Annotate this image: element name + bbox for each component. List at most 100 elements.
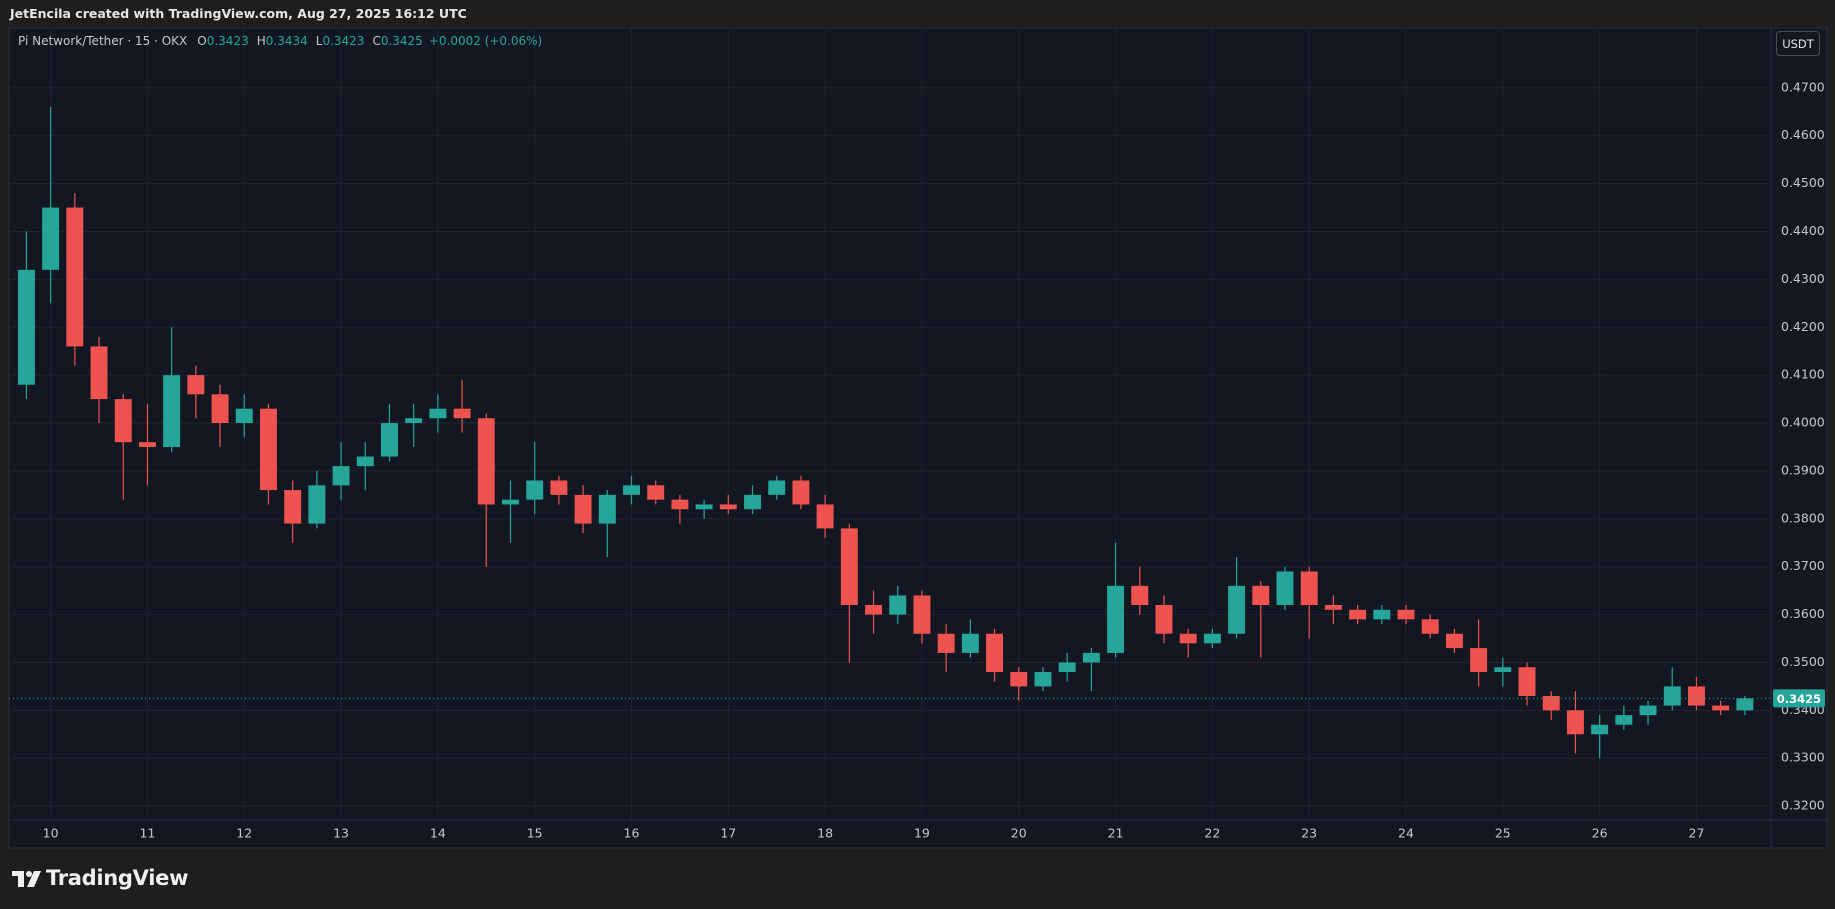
- candle-body: [1712, 705, 1730, 711]
- candle-body: [1591, 724, 1609, 735]
- candle-body: [1131, 585, 1149, 606]
- legend-key: O: [197, 34, 207, 48]
- y-tick-label: 0.4400: [1781, 223, 1825, 238]
- grid: [9, 28, 1771, 820]
- x-tick-label: 25: [1495, 826, 1511, 841]
- y-tick-label: 0.4300: [1781, 271, 1825, 286]
- candle-body: [308, 485, 326, 524]
- y-tick-label: 0.3900: [1781, 462, 1825, 477]
- x-tick-label: 16: [624, 826, 640, 841]
- candle-body: [1300, 571, 1318, 606]
- x-tick-label: 14: [430, 826, 446, 841]
- candle-body: [671, 499, 689, 510]
- legend-key: H: [256, 34, 266, 48]
- candle-body: [1155, 605, 1173, 634]
- candle-body: [284, 490, 302, 524]
- y-tick-label: 0.4700: [1781, 79, 1825, 94]
- legend: Pi Network/Tether · 15 · OKX O0.3423 H0.34…: [18, 34, 548, 48]
- candle-body: [1470, 648, 1488, 673]
- candle-body: [259, 408, 277, 491]
- x-tick-label: 13: [333, 826, 349, 841]
- candle-body: [1058, 662, 1076, 673]
- candle-body: [1494, 667, 1512, 673]
- currency-button[interactable]: USDT: [1776, 31, 1820, 56]
- candle-body: [1349, 609, 1367, 620]
- candle-body: [986, 633, 1004, 673]
- candle-body: [1663, 686, 1681, 706]
- axis-labels: 0.32000.33000.34000.35000.36000.37000.38…: [43, 79, 1825, 841]
- candle-body: [1566, 710, 1584, 735]
- last-price-label: 0.3425: [1777, 692, 1821, 706]
- candle-body: [1179, 633, 1197, 644]
- legend-value: 0.3434: [265, 34, 308, 48]
- x-tick-label: 10: [43, 826, 59, 841]
- candle-body: [453, 408, 471, 419]
- x-tick-label: 26: [1592, 826, 1608, 841]
- legend-value: 0.3423: [322, 34, 365, 48]
- candle-body: [405, 418, 423, 424]
- candle-body: [1203, 633, 1221, 644]
- candle-body: [550, 480, 568, 495]
- legend-key: C: [372, 34, 381, 48]
- candle-body: [1421, 619, 1439, 634]
- legend-value: 0.3423: [206, 34, 249, 48]
- candle-body: [719, 504, 737, 510]
- chart-panel: [8, 27, 1828, 849]
- brand-text: TradingView: [46, 866, 189, 890]
- y-tick-label: 0.4000: [1781, 415, 1825, 430]
- x-tick-label: 21: [1108, 826, 1124, 841]
- candle-body: [768, 480, 786, 495]
- candle-body: [647, 485, 665, 500]
- candle-body: [1276, 571, 1294, 606]
- legend-key: L: [315, 34, 323, 48]
- candle-body: [42, 207, 60, 270]
- candle-body: [1373, 609, 1391, 620]
- candle-body: [1639, 705, 1657, 716]
- x-tick-label: 22: [1204, 826, 1220, 841]
- y-tick-label: 0.3700: [1781, 558, 1825, 573]
- candle-body: [17, 269, 35, 385]
- candle-body: [477, 418, 495, 505]
- y-tick-label: 0.3500: [1781, 654, 1825, 669]
- candle-body: [381, 423, 398, 457]
- candle-body: [66, 207, 84, 347]
- x-tick-label: 11: [139, 826, 155, 841]
- candle-body: [574, 494, 592, 524]
- candle-body: [598, 494, 616, 524]
- candle-body: [526, 480, 544, 500]
- y-tick-label: 0.4500: [1781, 175, 1825, 190]
- candle-body: [1082, 652, 1100, 663]
- legend-value: 0.3425: [380, 34, 423, 48]
- candle-body: [332, 466, 350, 486]
- candle-body: [1542, 695, 1560, 711]
- candle-body: [1615, 715, 1633, 725]
- candle-body: [695, 504, 713, 510]
- logo-icon: [12, 871, 41, 887]
- x-tick-label: 23: [1301, 826, 1317, 841]
- legend-symbol: Pi Network/Tether · 15 · OKX: [18, 34, 188, 48]
- x-tick-label: 12: [236, 826, 252, 841]
- candle-body: [792, 480, 810, 505]
- header-text: JetEncila created with TradingView.com, …: [10, 6, 467, 21]
- candle-body: [1324, 605, 1342, 610]
- x-tick-label: 19: [914, 826, 930, 841]
- candle-body: [187, 375, 205, 395]
- y-tick-label: 0.3300: [1781, 750, 1825, 765]
- candles: [9, 107, 1771, 759]
- candle-body: [913, 595, 931, 634]
- y-tick-label: 0.3800: [1781, 510, 1825, 525]
- candle-body: [744, 494, 761, 510]
- candle-body: [1010, 672, 1028, 687]
- candle-body: [235, 408, 253, 424]
- x-tick-label: 15: [527, 826, 543, 841]
- candle-body: [623, 485, 640, 495]
- candle-body: [1445, 633, 1463, 649]
- candle-body: [889, 595, 907, 615]
- candle-body: [114, 399, 132, 443]
- y-tick-label: 0.3600: [1781, 606, 1825, 621]
- candle-body: [1228, 585, 1246, 634]
- candle-body: [502, 499, 519, 505]
- x-tick-label: 24: [1398, 826, 1414, 841]
- candle-body: [1518, 667, 1536, 696]
- candle-body: [356, 456, 374, 467]
